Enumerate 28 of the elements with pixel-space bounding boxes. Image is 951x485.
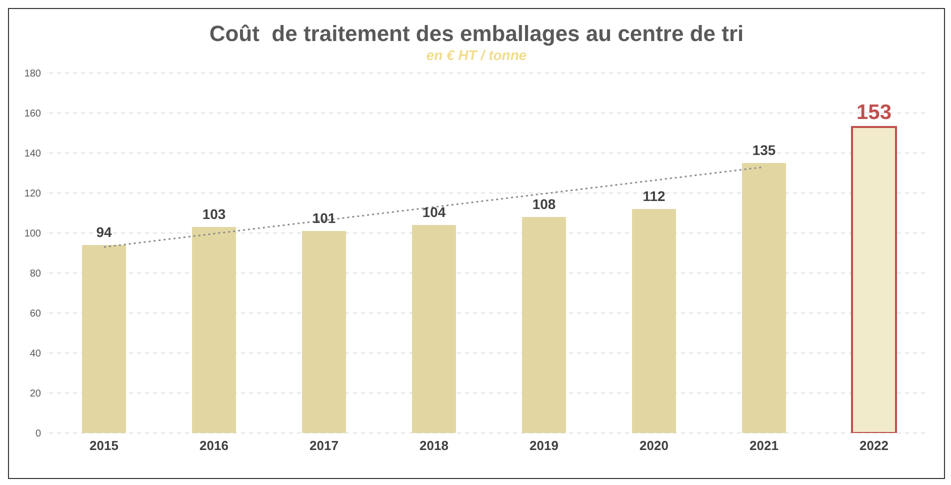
data-label: 112 [642,188,666,204]
y-tick-label: 20 [30,388,42,400]
data-label: 108 [532,196,556,212]
y-tick-label: 160 [24,108,42,120]
x-tick-label: 2022 [860,438,888,454]
data-label: 101 [312,210,336,226]
chart-title: Coût de traitement des emballages au centre de tri [208,21,745,47]
y-tick-label: 120 [24,188,42,200]
x-tick-label: 2020 [640,438,668,454]
data-label: 135 [752,142,776,158]
data-label: 104 [422,204,446,220]
x-tick-label: 2017 [310,438,338,454]
y-tick-label: 140 [24,148,42,160]
data-label: 103 [202,206,226,222]
x-tick-label: 2015 [90,438,118,454]
y-tick-label: 80 [30,268,42,280]
x-tick-label: 2021 [750,438,778,454]
y-tick-label: 0 [35,428,42,440]
x-tick-label: 2019 [530,438,558,454]
chart-subtitle: en € HT / tonne [425,47,528,63]
y-tick-label: 60 [30,308,42,320]
x-tick-label: 2016 [200,438,228,454]
y-tick-label: 100 [24,228,42,240]
data-label: 94 [96,224,112,240]
data-label: 153 [856,101,892,124]
y-tick-label: 180 [24,68,42,80]
x-tick-label: 2018 [420,438,448,454]
y-tick-label: 40 [30,348,42,360]
